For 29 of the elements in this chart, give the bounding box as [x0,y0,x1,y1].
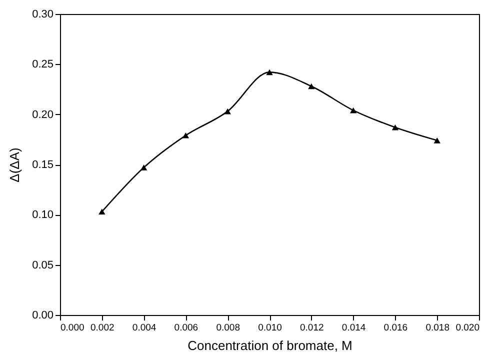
x-tick-label: 0.016 [384,322,408,334]
x-tick-label: 0.004 [132,322,156,334]
x-tick-label: 0.014 [342,322,366,334]
y-tick-label: 0.10 [32,209,54,222]
point [392,124,399,130]
x-tick-label: 0.010 [258,322,282,334]
x-tick-label: 0.006 [174,322,198,334]
x-tick-label: 0.000 [60,322,84,334]
x-tick-label: 0.008 [216,322,240,334]
y-tick-label: 0.00 [32,310,54,322]
y-tick-label: 0.25 [32,58,54,71]
x-tick-label: 0.012 [300,322,324,334]
x-tick-label: 0.002 [90,322,114,334]
y-tick-label: 0.05 [32,259,54,272]
point [224,108,231,114]
y-tick-label: 0.30 [32,8,54,20]
y-tick-label: 0.15 [32,159,54,171]
x-tick-label: 0.020 [456,322,480,334]
point [98,208,106,215]
point [182,132,190,138]
point [140,164,148,170]
point [308,83,315,90]
x-tick-label: 0.018 [426,322,450,334]
y-axis-title: Δ(ΔA) [7,148,22,182]
y-tick-label: 0.20 [32,108,54,121]
x-axis-title: Concentration of bromate, M [188,338,352,353]
point [350,107,357,114]
point [266,69,273,76]
point [434,138,440,144]
